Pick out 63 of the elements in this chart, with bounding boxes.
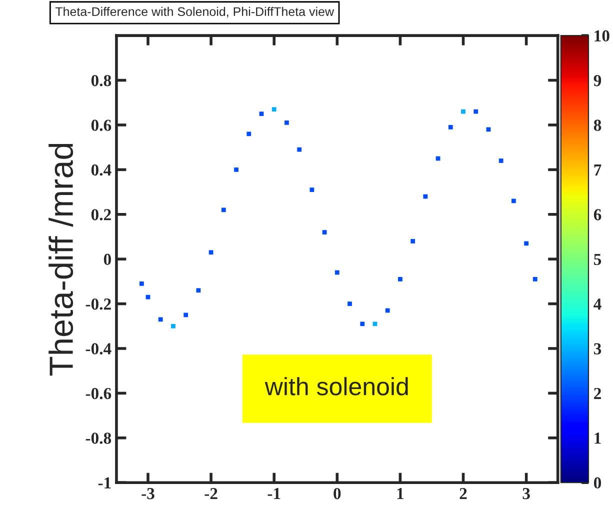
point	[322, 230, 327, 234]
y-axis-title: Theta-diff /mrad	[48, 144, 74, 376]
color-bar-label: 1	[594, 432, 601, 444]
color-bar-label: 9	[594, 75, 602, 86]
color-bar-label: 7	[594, 164, 602, 176]
point	[461, 109, 466, 114]
point	[221, 208, 226, 212]
color-bar-label: 6	[594, 209, 602, 220]
x-tick-label: -1	[268, 488, 280, 500]
y-tick-label: 0.2	[91, 209, 111, 220]
point	[512, 198, 516, 204]
x-tick-label: -3	[142, 488, 154, 500]
point	[246, 132, 252, 136]
y-tick-label: -0.4	[86, 343, 112, 355]
point	[297, 147, 302, 152]
color-bar-label: 2	[594, 388, 601, 399]
point	[259, 112, 264, 116]
point	[498, 158, 504, 163]
point	[348, 302, 352, 306]
point	[524, 241, 528, 246]
x-tick-label: 0	[334, 488, 341, 500]
y-tick-label: 0.4	[91, 164, 112, 176]
y-tick-label: 0	[104, 254, 111, 266]
y-tick-label: 0.6	[91, 120, 112, 131]
point	[310, 188, 314, 192]
point	[334, 270, 340, 275]
point	[196, 288, 201, 293]
x-tick-label: -2	[204, 488, 218, 500]
color-bar-label: 10	[594, 30, 610, 42]
annotation: with solenoid	[264, 377, 408, 396]
x-tick-label: 2	[460, 488, 467, 500]
point	[532, 277, 538, 282]
point	[423, 194, 428, 199]
point	[474, 109, 478, 114]
point	[398, 277, 402, 282]
point	[486, 127, 491, 132]
point	[208, 250, 214, 255]
point	[234, 167, 238, 172]
x-tick-label: 1	[397, 488, 404, 500]
x-tick-label: 3	[522, 488, 530, 500]
y-tick-label: -0.6	[86, 388, 112, 400]
point	[448, 125, 453, 130]
point	[385, 308, 390, 313]
y-tick-label: 0.8	[91, 74, 112, 86]
point	[171, 324, 176, 328]
color-bar-label: 8	[594, 120, 602, 131]
point	[410, 239, 416, 244]
color-bar-label: 5	[594, 254, 602, 266]
point	[184, 312, 188, 318]
point	[146, 294, 150, 300]
point	[272, 107, 276, 112]
chart-title: Theta-Difference with Solenoid, Phi-DiffTheta view	[55, 6, 334, 18]
point	[360, 322, 365, 326]
point	[284, 120, 289, 125]
y-tick-label: -1	[98, 477, 111, 488]
color-bar-label: 4	[594, 298, 602, 310]
y-tick-label: -0.2	[86, 298, 111, 310]
color-bar-label: 3	[594, 343, 602, 354]
point	[139, 281, 144, 286]
y-tick-label: -0.8	[86, 432, 112, 444]
point	[372, 322, 378, 326]
color-bar-label: 0	[594, 477, 602, 489]
point	[158, 317, 163, 322]
